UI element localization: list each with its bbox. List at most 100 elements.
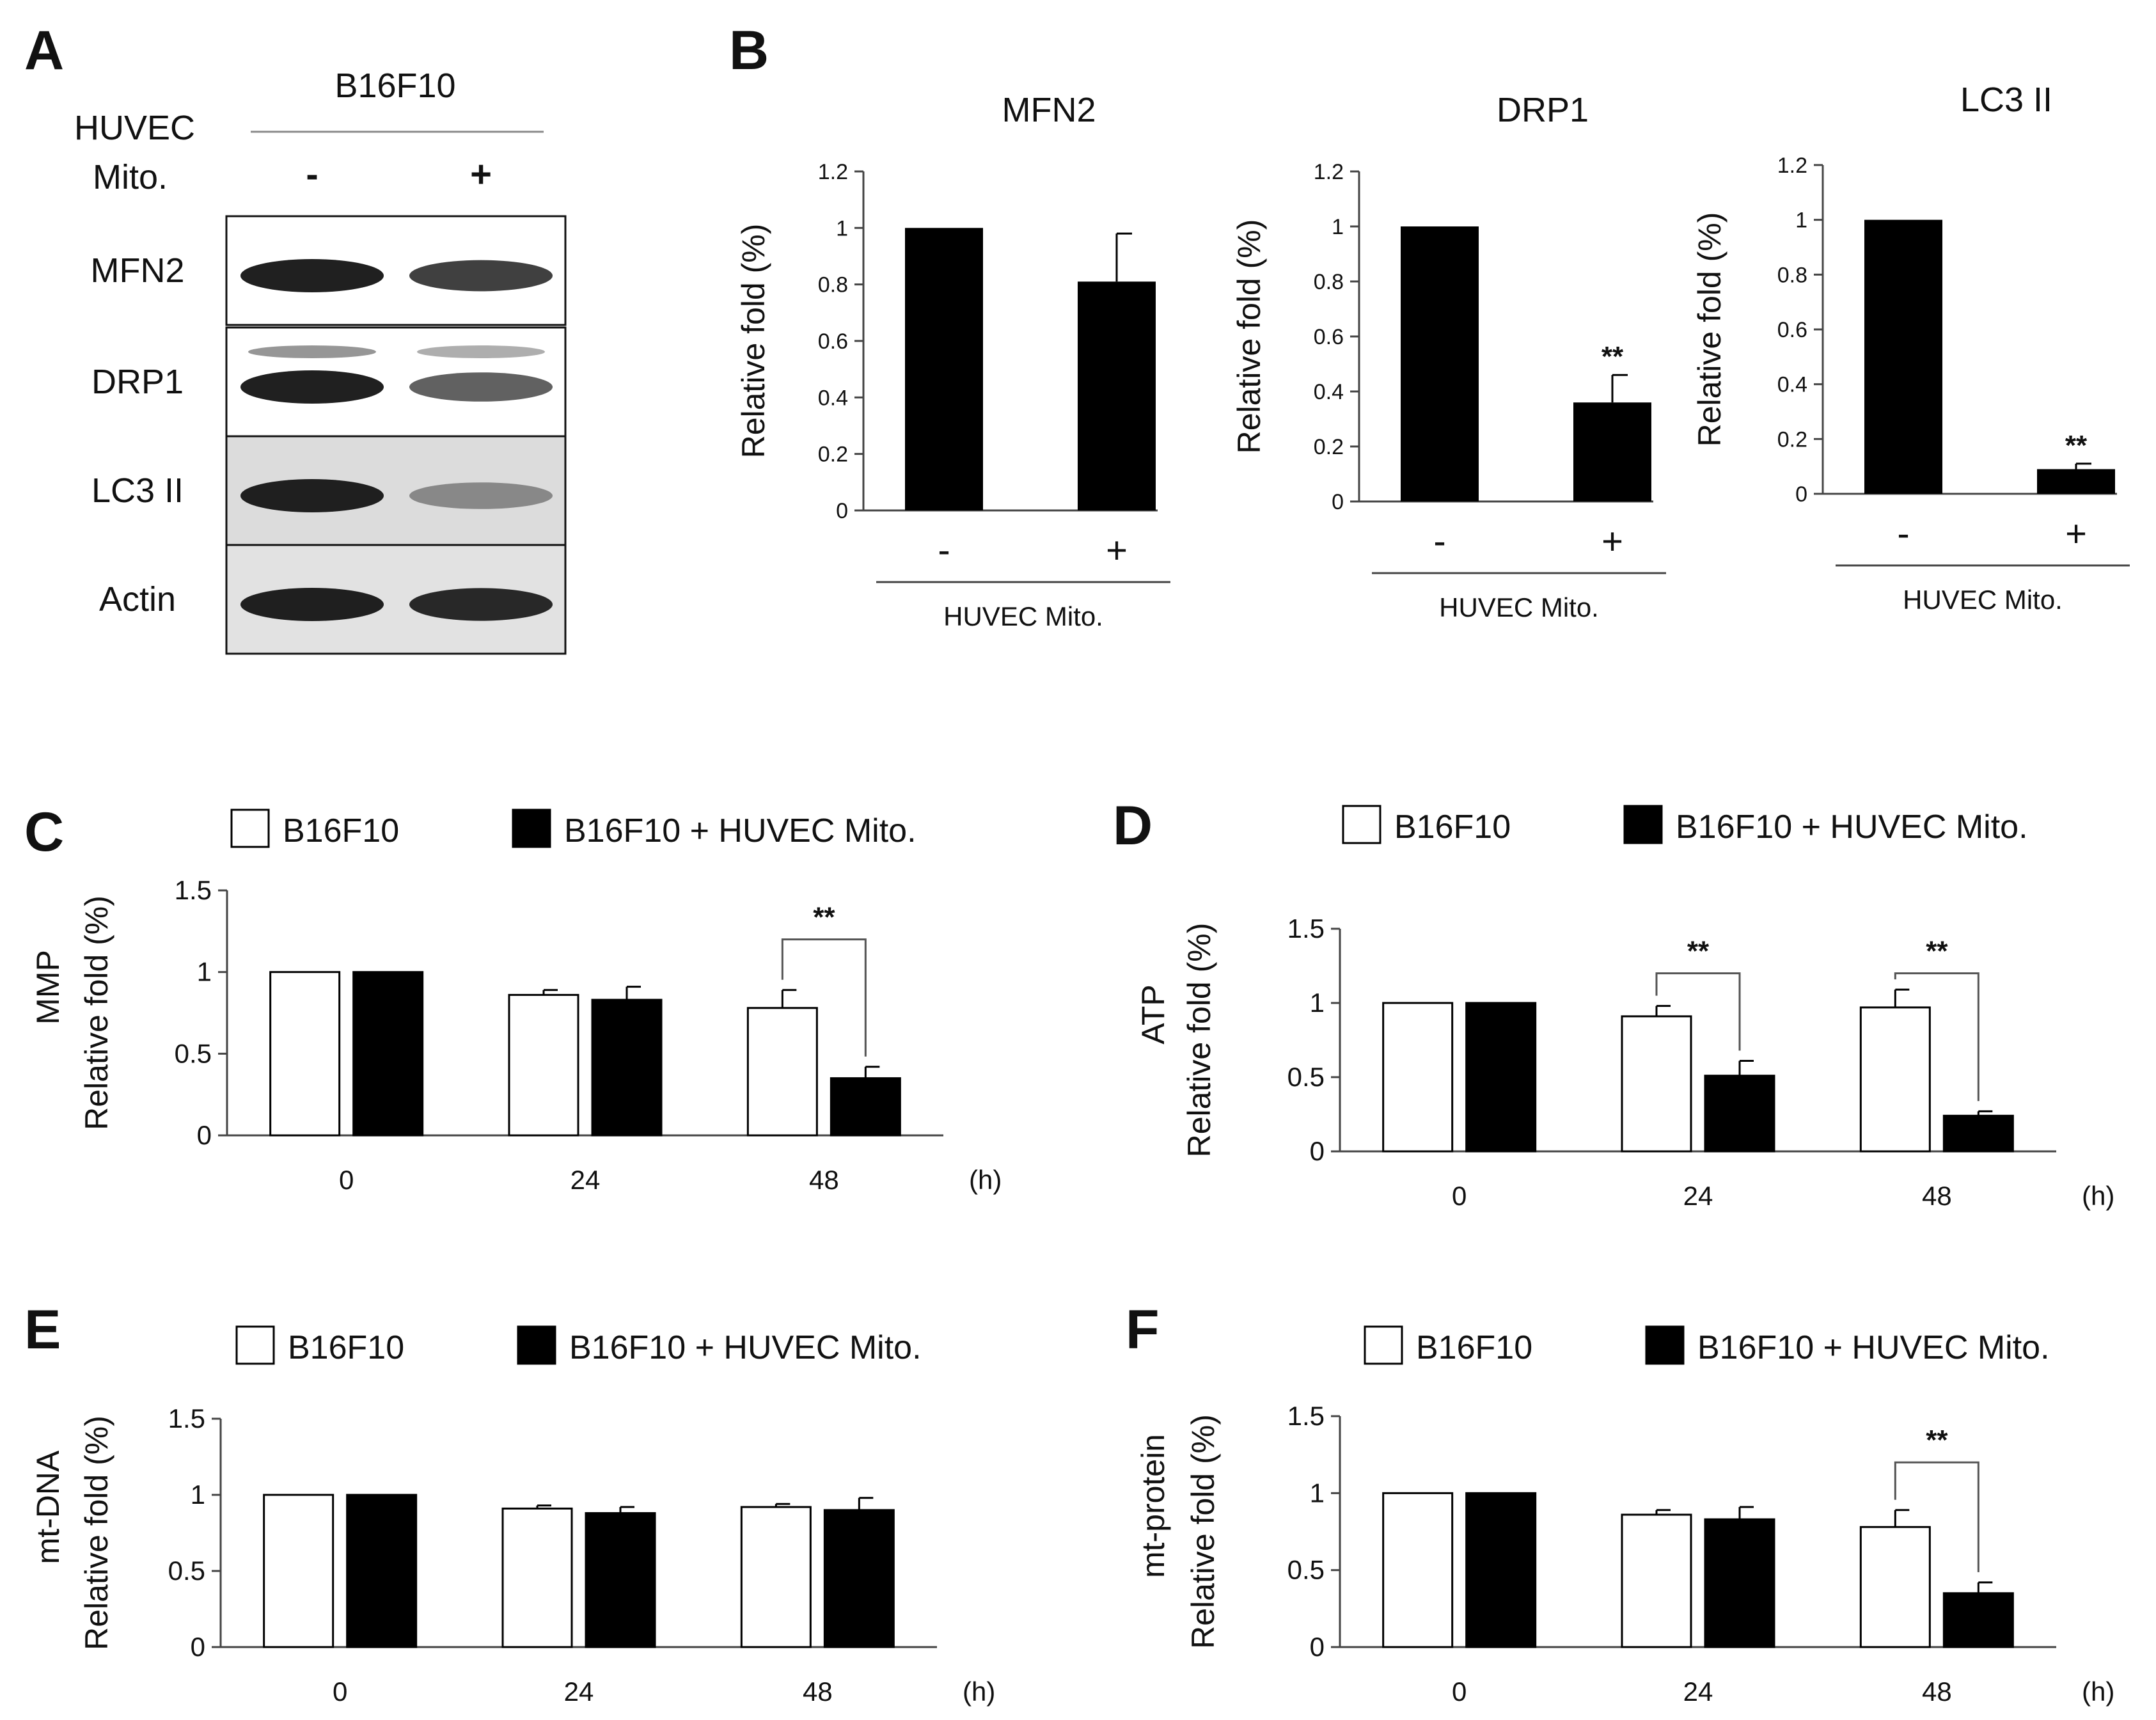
- cell-line-label: B16F10: [334, 67, 455, 105]
- bar: [346, 1494, 418, 1648]
- y-tick-label: 0.5: [168, 1556, 205, 1586]
- legend-swatch: [1342, 805, 1381, 844]
- y-tick-label: 0: [197, 1120, 212, 1150]
- significance-bracket: [781, 938, 867, 1057]
- y-tick-label: 0.2: [1777, 427, 1807, 452]
- mfn2-bar-chart: B MFN2 0 0.2 0.4 0.6 0.8 1 1.2 Relative fold (%) -…: [729, 20, 1170, 631]
- y-tick-label: 0.5: [175, 1038, 212, 1068]
- significance-label: **: [1687, 936, 1710, 967]
- x-tick-label: -: [1433, 521, 1445, 562]
- x-tick-label: 24: [570, 1165, 601, 1195]
- x-tick-label: -: [938, 530, 950, 571]
- panel-letter: E: [24, 1299, 61, 1361]
- bar: [1621, 1513, 1692, 1648]
- legend-swatch: [517, 1325, 556, 1365]
- treatment-label-mito: Mito.: [93, 158, 168, 196]
- bar: [501, 1507, 573, 1648]
- x-unit-label: (h): [963, 1677, 995, 1707]
- panel-letter: F: [1126, 1299, 1160, 1361]
- band-label: Actin: [99, 580, 176, 619]
- legend-label: B16F10 + HUVEC Mito.: [1676, 809, 2028, 846]
- y-tick-label: 0.5: [1287, 1555, 1325, 1585]
- bar: [1382, 1492, 1454, 1648]
- y-tick-label: 1: [191, 1479, 205, 1510]
- lane-sign: -: [306, 154, 318, 195]
- y-tick-label: 1.2: [818, 160, 848, 184]
- y-tick-label: 1: [1310, 988, 1325, 1018]
- x-tick-label: -: [1897, 513, 1909, 555]
- protein-band: [409, 588, 553, 621]
- chart-title: LC3 II: [1960, 81, 2052, 119]
- y-tick-label: 0.4: [1777, 373, 1807, 397]
- panel-letter: C: [24, 801, 64, 863]
- bar: [1704, 1075, 1775, 1153]
- bar: [591, 998, 663, 1137]
- y-tick-label: 0: [191, 1632, 205, 1662]
- western-blot-panel: A B16F10 HUVEC Mito. - + MFN2 DRP1 LC3 II Actin: [24, 20, 567, 655]
- bar: [740, 1506, 812, 1648]
- y-axis-label: Relative fold (%): [1231, 219, 1267, 454]
- bar: [746, 1007, 818, 1137]
- bar: [1859, 1006, 1931, 1153]
- protein-band: [240, 370, 384, 404]
- bar: [823, 1509, 895, 1648]
- x-tick-label: 48: [1922, 1181, 1952, 1211]
- significance-bracket: [1894, 1461, 1979, 1572]
- band-label: MFN2: [91, 251, 185, 290]
- y-tick-label: 0: [1332, 490, 1344, 514]
- y-tick-label: 0: [1310, 1632, 1325, 1662]
- y-tick-label: 0.6: [1314, 325, 1344, 349]
- panel-letter: B: [729, 20, 769, 81]
- x-tick-label: 48: [803, 1677, 833, 1707]
- legend-swatch: [1623, 805, 1663, 844]
- protein-band: [409, 260, 553, 292]
- y-axis-label: Relative fold (%): [736, 224, 771, 459]
- y-tick-label: 0: [1795, 482, 1807, 507]
- drp1-bar-chart: DRP1 0 0.2 0.4 0.6 0.8 1 1.2 Relative fold (%) - *…: [1231, 91, 1666, 622]
- y-tick-label: 1.5: [175, 875, 212, 905]
- protein-band: [409, 372, 553, 402]
- bar: [1078, 281, 1156, 510]
- bar: [1864, 219, 1942, 494]
- bar: [1859, 1526, 1931, 1648]
- bar: [269, 971, 341, 1137]
- chart-title: DRP1: [1497, 91, 1589, 129]
- bar: [2037, 469, 2115, 494]
- x-tick-label: 0: [1452, 1181, 1467, 1211]
- x-tick-label: 24: [1683, 1181, 1713, 1211]
- x-unit-label: (h): [2082, 1181, 2114, 1211]
- legend-swatch: [230, 809, 270, 848]
- bar: [1942, 1592, 2014, 1648]
- x-tick-label: 24: [564, 1677, 594, 1707]
- y-axis-label: Relative fold (%): [1692, 212, 1727, 447]
- significance-label: **: [1926, 936, 1948, 967]
- protein-band: [409, 482, 553, 509]
- bar: [1465, 1492, 1537, 1648]
- atp-bar-chart: D B16F10 B16F10 + HUVEC Mito. 0 0.5 1 1.5 Relat…: [1113, 795, 2114, 1211]
- panel-letter: A: [24, 20, 64, 81]
- group-label: HUVEC Mito.: [1903, 585, 2063, 615]
- x-unit-label: (h): [969, 1165, 1002, 1195]
- y-tick-label: 0.8: [818, 273, 848, 297]
- y-tick-label: 1.5: [168, 1403, 205, 1433]
- y-tick-label: 1: [1332, 215, 1344, 239]
- protein-band: [240, 479, 384, 512]
- y-axis-label: Relative fold (%): [79, 896, 114, 1130]
- y-tick-label: 1.5: [1287, 1401, 1325, 1431]
- x-unit-label: (h): [2082, 1677, 2114, 1707]
- y-tick-label: 0.6: [818, 329, 848, 354]
- x-tick-label: 0: [1452, 1677, 1467, 1707]
- y-tick-label: 0.4: [1314, 380, 1344, 404]
- chart-title: MFN2: [1002, 91, 1096, 129]
- legend-label: B16F10: [1416, 1329, 1532, 1366]
- y-tick-label: 1: [1310, 1478, 1325, 1508]
- legend-swatch: [235, 1325, 275, 1365]
- group-label: HUVEC Mito.: [1439, 592, 1599, 622]
- legend-label: B16F10 + HUVEC Mito.: [1697, 1329, 2050, 1366]
- y-tick-label: 0.8: [1314, 270, 1344, 294]
- bar: [508, 993, 579, 1137]
- y-tick-label: 0: [1310, 1136, 1325, 1166]
- bar: [1704, 1518, 1775, 1648]
- bar: [1621, 1015, 1692, 1153]
